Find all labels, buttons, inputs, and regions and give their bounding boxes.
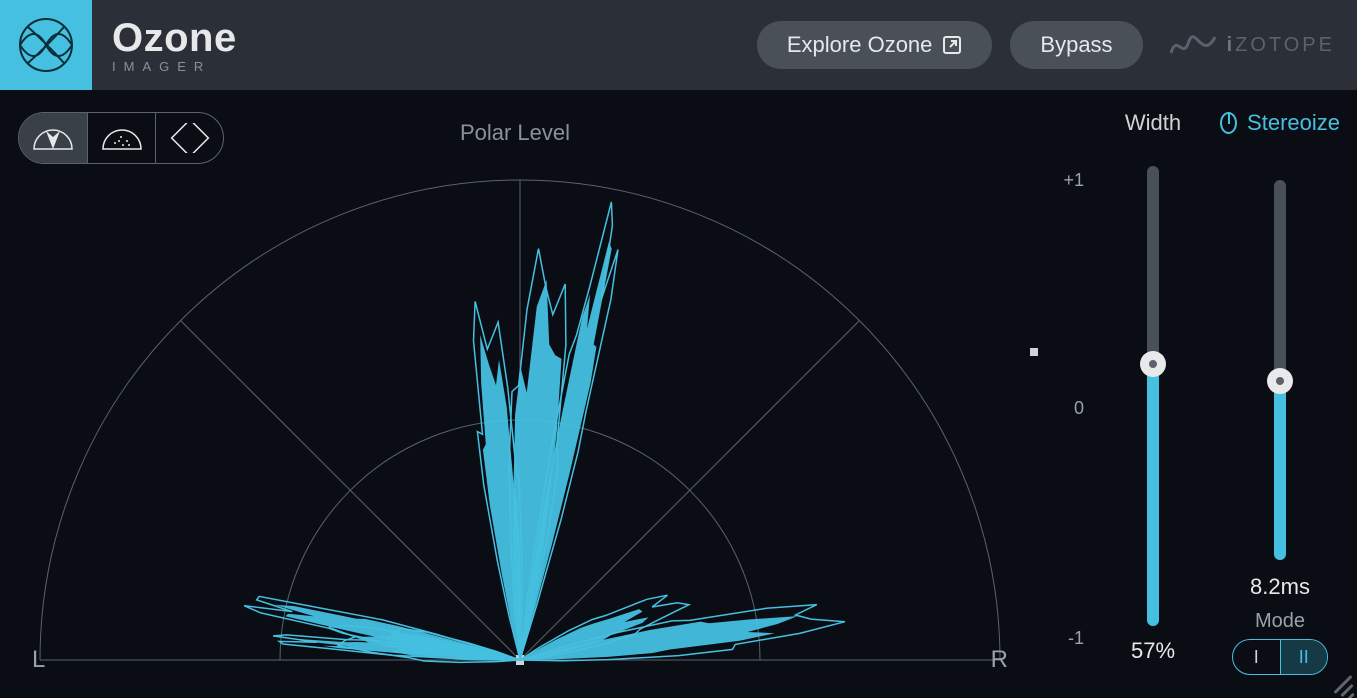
stereoize-power-icon[interactable] bbox=[1220, 112, 1237, 134]
left-channel-label: L bbox=[32, 646, 45, 674]
meter-bot: -1 bbox=[1042, 628, 1084, 649]
header-bar: Ozone IMAGER Explore Ozone Bypass iZOTOP… bbox=[0, 0, 1357, 90]
bypass-label: Bypass bbox=[1040, 32, 1112, 58]
resize-grip-icon[interactable] bbox=[1327, 670, 1353, 696]
mode-toggle: I II bbox=[1232, 639, 1328, 675]
explore-button[interactable]: Explore Ozone bbox=[757, 21, 993, 69]
stereoize-label: Stereoize bbox=[1247, 110, 1340, 136]
mode-option-2[interactable]: II bbox=[1280, 640, 1328, 674]
polar-chart: L R bbox=[20, 170, 1020, 680]
width-slider[interactable] bbox=[1147, 166, 1159, 626]
width-control: Width 57% bbox=[1108, 110, 1198, 664]
stereoize-value: 8.2ms bbox=[1220, 574, 1340, 600]
stereoize-control: Stereoize 8.2ms Mode I II bbox=[1220, 110, 1340, 675]
width-label: Width bbox=[1108, 110, 1198, 136]
correlation-meter: +1 0 -1 bbox=[1042, 170, 1084, 650]
product-title: Ozone bbox=[112, 16, 237, 61]
external-link-icon bbox=[942, 35, 962, 55]
product-logo bbox=[0, 0, 92, 90]
meter-mid: 0 bbox=[1042, 398, 1084, 419]
mode-label: Mode bbox=[1220, 610, 1340, 633]
main-area: Polar Level L R +1 0 -1 Width 57% Stereo… bbox=[0, 90, 1357, 698]
product-title-box: Ozone IMAGER bbox=[112, 16, 237, 74]
meter-top: +1 bbox=[1042, 170, 1084, 191]
right-channel-label: R bbox=[991, 646, 1008, 674]
stereoize-slider[interactable] bbox=[1274, 180, 1286, 560]
width-slider-thumb[interactable] bbox=[1140, 351, 1166, 377]
chart-title: Polar Level bbox=[0, 120, 1030, 146]
width-value: 57% bbox=[1108, 638, 1198, 664]
explore-label: Explore Ozone bbox=[787, 32, 933, 58]
bypass-button[interactable]: Bypass bbox=[1010, 21, 1142, 69]
product-subtitle: IMAGER bbox=[112, 59, 237, 74]
meter-marker bbox=[1030, 348, 1038, 356]
mode-option-1[interactable]: I bbox=[1233, 640, 1280, 674]
brand-mark: iZOTOPE bbox=[1169, 27, 1335, 63]
brand-scribble-icon bbox=[1169, 27, 1217, 63]
stereoize-slider-thumb[interactable] bbox=[1267, 368, 1293, 394]
